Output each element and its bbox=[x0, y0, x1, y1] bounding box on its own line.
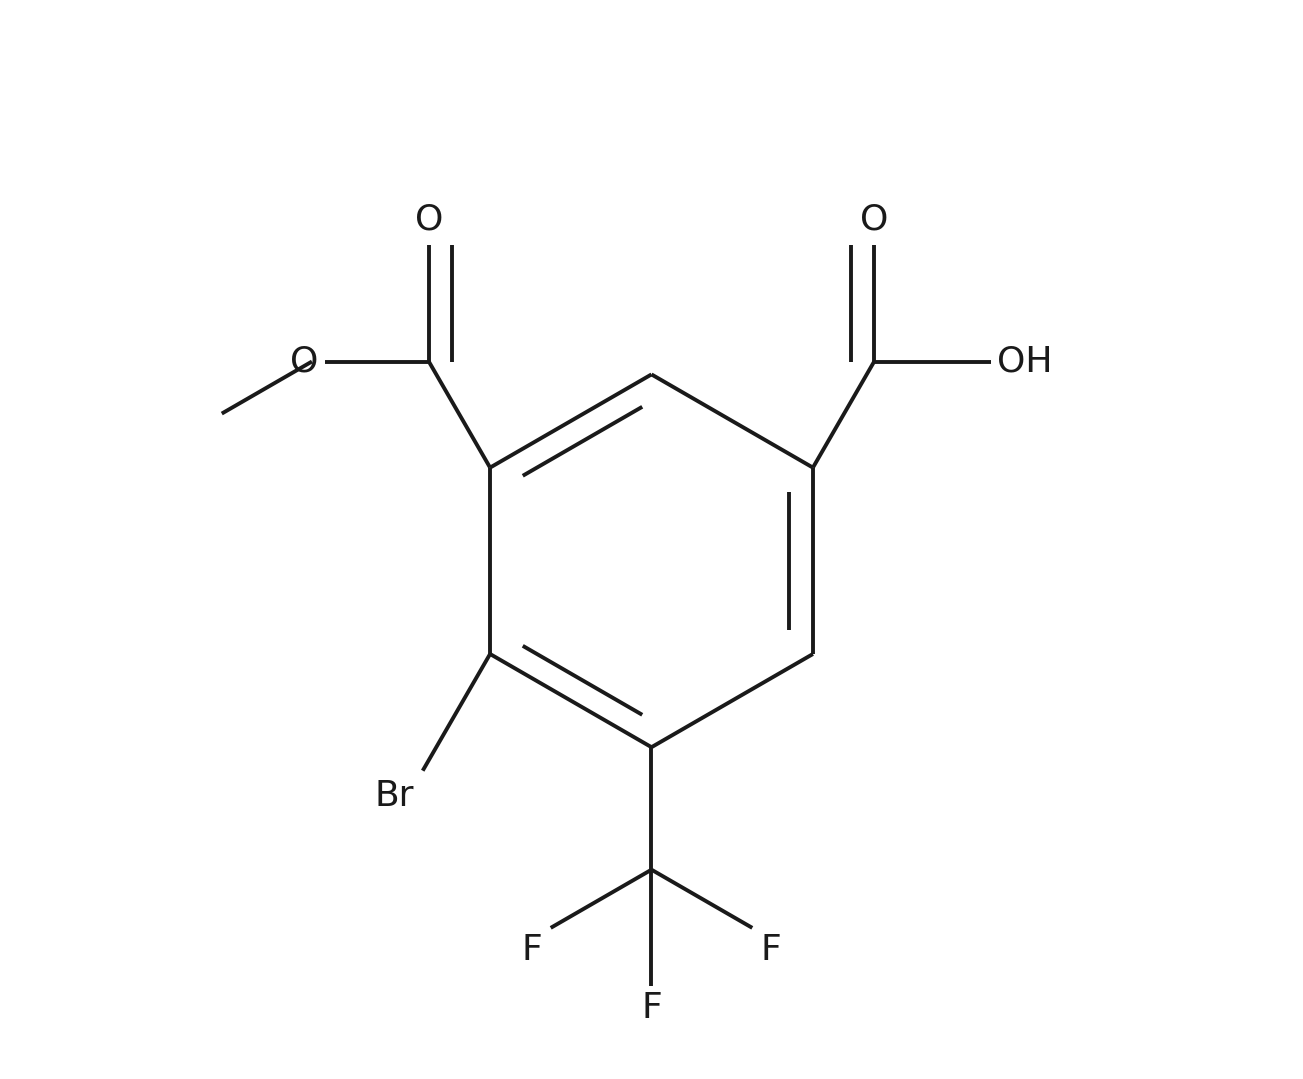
Text: O: O bbox=[291, 344, 318, 379]
Text: O: O bbox=[414, 203, 443, 236]
Text: Br: Br bbox=[375, 779, 414, 814]
Text: OH: OH bbox=[997, 344, 1053, 379]
Text: F: F bbox=[761, 933, 782, 967]
Text: F: F bbox=[521, 933, 542, 967]
Text: F: F bbox=[641, 992, 662, 1025]
Text: O: O bbox=[860, 203, 889, 236]
